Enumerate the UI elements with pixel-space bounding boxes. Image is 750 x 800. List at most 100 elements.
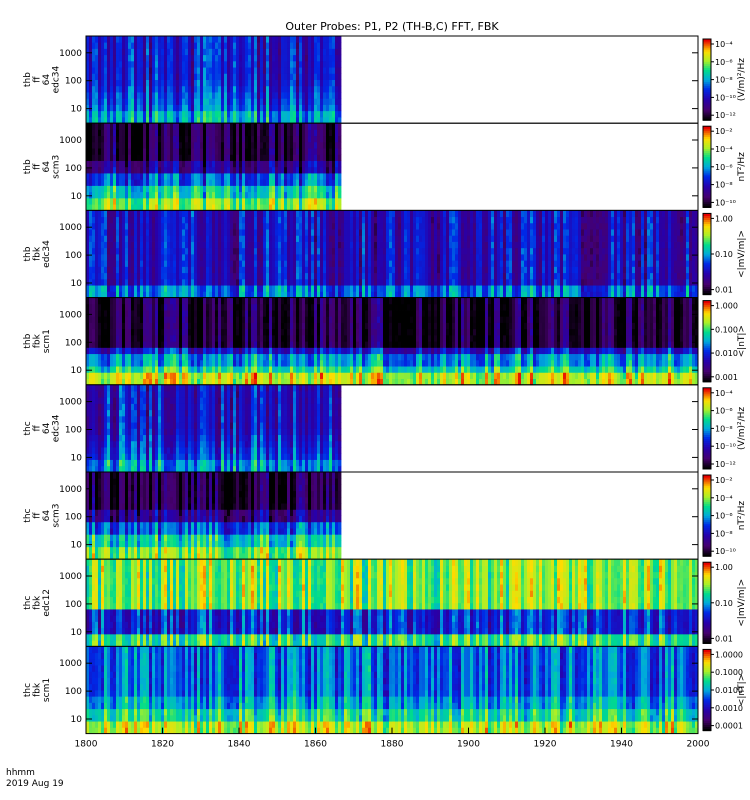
colorbar-tick-label: 10⁻¹⁰ [715,93,736,102]
y-tick-label: 100 [65,251,82,261]
colorbar-tick-label: 10⁻⁴ [715,389,733,398]
colorbar-label: <|nT|> [737,325,747,357]
colorbar-tick-label: 10⁻⁸ [715,76,733,85]
svg-text:ff: ff [33,76,43,83]
spectrogram-cells [86,472,342,560]
colorbar-label: nT²/Hz [737,501,747,531]
x-tick-label: 1860 [304,740,327,750]
y-tick-label: 1000 [59,572,82,582]
colorbar-tick-label: 0.01 [715,634,733,643]
y-tick-label: 100 [65,338,82,348]
y-tick-label: 1000 [59,310,82,320]
colorbar-tick-label: 10⁻² [715,476,733,485]
spectrogram-cells [86,123,342,211]
colorbar-tick-label: 0.0001 [715,722,743,731]
x-tick-label: 1820 [151,740,174,750]
colorbar-tick-label: 0.010 [715,349,738,358]
panel-3: 10 100 1000 thb fbk edc34 1.00 0.10 0.01 <|mV/m|> [23,209,747,299]
y-tick-label: 10 [71,453,83,463]
panel-frame [85,645,699,735]
x-tick-label: 1940 [610,740,633,750]
colorbar-tick-label: 10⁻⁶ [715,407,733,416]
colorbar-tick-label: 10⁻⁸ [715,181,733,190]
colorbar: 1.00 0.10 0.01 <|mV/m|> [702,561,747,644]
spectrogram-cells [86,646,699,734]
y-tick-label: 10 [71,105,83,115]
colorbar: 10⁻⁴ 10⁻⁶ 10⁻⁸ 10⁻¹⁰ 10⁻¹² (V/m)²/Hz [702,387,747,470]
panel-2: 10 100 1000 thb ff 64 scm3 10⁻² 10⁻⁴ 10⁻⁶ 10⁻⁸ 10⁻¹… [23,122,747,211]
y-axis-label: thc fbk scm1 [23,678,52,702]
date-label: 2019 Aug 19 [6,779,64,789]
colorbar-tick-label: 10⁻¹² [715,111,736,120]
colorbar: 10⁻² 10⁻⁴ 10⁻⁶ 10⁻⁸ 10⁻¹⁰ nT²/Hz [702,474,747,557]
y-tick-label: 10 [71,628,83,638]
colorbar-tick-label: 10⁻¹⁰ [715,442,736,451]
colorbar: 1.000 0.100 0.010 0.001 <|nT|> [702,300,747,383]
panel-6: 10 100 1000 thc ff 64 scm3 10⁻² 10⁻⁴ 10⁻⁶ 10⁻⁸ 10⁻¹… [23,471,747,560]
colorbar-label: (V/m)²/Hz [737,58,747,101]
y-axis-label: thb fbk edc34 [23,240,52,268]
spectrogram-cells [86,297,699,386]
colorbar-tick-label: 1.000 [715,302,738,311]
spectrogram-cells [86,559,699,647]
x-tick-label: 1800 [75,740,98,750]
y-tick-label: 100 [65,77,82,87]
colorbar-label: nT²/Hz [737,152,747,182]
colorbar-tick-label: 0.0010 [715,704,743,713]
svg-text:edc34: edc34 [52,66,62,94]
y-tick-label: 10 [71,279,83,289]
y-tick-label: 1000 [59,49,82,59]
y-tick-label: 1000 [59,659,82,669]
colorbar-tick-label: 10⁻¹² [715,460,736,469]
x-tick-label: 2000 [687,740,710,750]
y-tick-label: 10 [71,541,83,551]
svg-text:thb: thb [23,72,33,87]
colorbar-label: <|mV/m|> [737,579,747,627]
colorbar-tick-label: 10⁻⁸ [715,424,733,433]
colorbar-tick-label: 10⁻⁸ [715,529,733,538]
svg-text:64: 64 [42,161,52,173]
y-tick-label: 100 [65,513,82,523]
spectrogram-cells [86,210,699,298]
colorbar-tick-label: 10⁻¹⁰ [715,198,736,207]
colorbar: 1.00 0.10 0.01 <|mV/m|> [702,212,747,296]
colorbar-tick-label: 1.00 [715,563,733,572]
x-tick-label: 1840 [228,740,251,750]
colorbar-label: <|nT|> [737,674,747,706]
x-tick-label: 1880 [381,740,404,750]
y-tick-label: 1000 [59,223,82,233]
y-axis-label: thc ff 64 scm3 [23,504,62,528]
svg-text:64: 64 [42,74,52,86]
y-tick-label: 100 [65,687,82,697]
y-axis-label: thc ff 64 edc34 [23,414,62,442]
colorbar-tick-label: 0.01 [715,286,733,295]
colorbar: 10⁻² 10⁻⁴ 10⁻⁶ 10⁻⁸ 10⁻¹⁰ nT²/Hz [702,125,747,208]
colorbar-tick-label: 10⁻⁴ [715,494,733,503]
y-axis-label: thc fbk edc12 [23,589,52,617]
colorbar-tick-label: 0.10 [715,250,733,259]
x-tick-label: 1920 [534,740,557,750]
spectrogram-cells [86,36,342,124]
colorbar-tick-label: 0.10 [715,599,733,608]
colorbar-tick-label: 10⁻⁴ [715,145,733,154]
y-axis-label: thb ff 64 scm3 [23,155,62,179]
colorbar-tick-label: 1.0000 [715,650,743,659]
colorbar: 1.0000 0.1000 0.0100 0.0010 0.0001 <|nT|> [702,648,747,732]
panel-8: 10 100 1000 thc fbk scm1 1.0000 0.1000 0.0100 0.0… [23,645,747,735]
colorbar-tick-label: 10⁻⁶ [715,163,733,172]
x-axis-label: hhmm [6,768,35,778]
panel-7: 10 100 1000 thc fbk edc12 1.00 0.10 0.01 <|mV/m|> [23,558,747,647]
y-tick-label: 100 [65,164,82,174]
colorbar-tick-label: 10⁻² [715,127,733,136]
y-axis-label: thb fbk scm1 [23,329,52,353]
y-tick-label: 10 [71,715,83,725]
y-tick-label: 100 [65,426,82,436]
colorbar-tick-label: 0.100 [715,325,738,334]
svg-text:ff: ff [33,163,43,170]
colorbar: 10⁻⁴ 10⁻⁶ 10⁻⁸ 10⁻¹⁰ 10⁻¹² (V/m)²/Hz [702,38,747,121]
y-tick-label: 10 [71,366,83,376]
y-tick-label: 1000 [59,136,82,146]
